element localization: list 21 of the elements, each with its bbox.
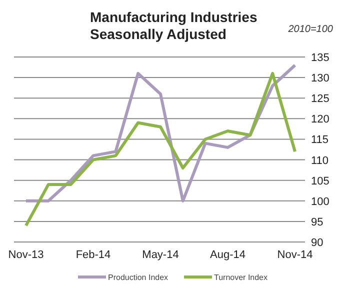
legend-label: Turnover Index: [214, 273, 268, 282]
y-tick-label: 90: [311, 237, 324, 249]
line-series: [24, 72, 296, 228]
y-tick-label: 135: [311, 52, 330, 64]
y-tick-label: 130: [311, 72, 330, 85]
y-tick-label: 115: [311, 134, 329, 146]
y-tick-label: 110: [311, 154, 329, 167]
y-tick-label: 95: [311, 216, 324, 228]
line-series: [24, 64, 296, 202]
y-tick-label: 125: [311, 93, 330, 106]
y-tick-label: 105: [311, 175, 330, 188]
x-tick-label: Feb-14: [76, 249, 111, 261]
chart-title: Manufacturing Industries Seasonally Adjusted: [90, 9, 258, 42]
x-tick-label: Nov-14: [277, 249, 313, 261]
legend-label: Production Index: [108, 273, 168, 282]
x-tick-label: Nov-13: [8, 249, 44, 261]
x-tick-label: Aug-14: [210, 249, 246, 261]
text: 2010=100: [287, 24, 334, 35]
y-tick-label: 100: [311, 196, 330, 208]
y-tick-label: 120: [311, 114, 330, 126]
x-tick-label: May-14: [142, 249, 179, 261]
